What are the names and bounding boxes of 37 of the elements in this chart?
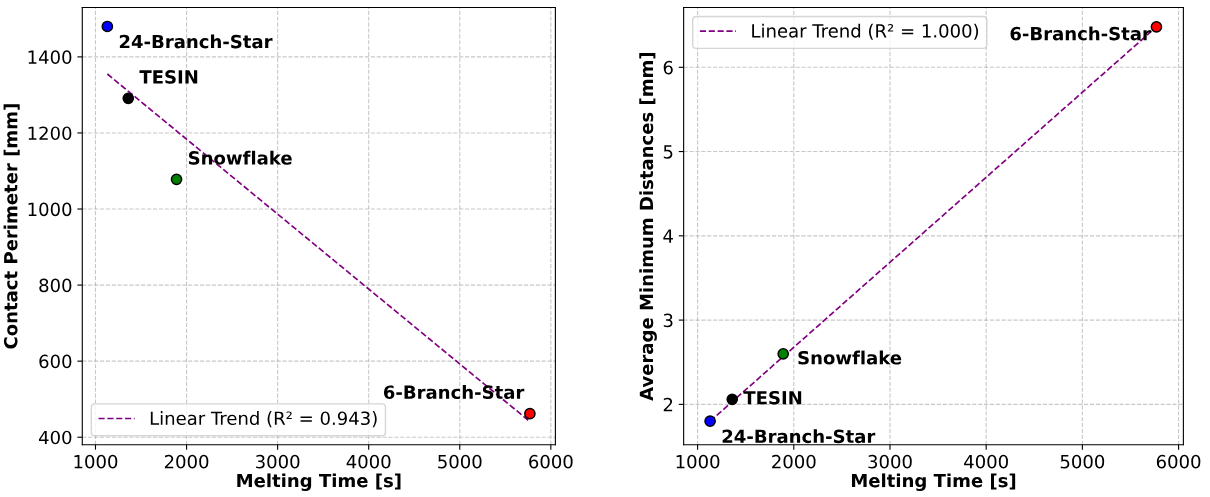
y-tick-label: 2 xyxy=(663,397,673,412)
annotation: TESIN xyxy=(139,70,198,84)
y-tick-label: 800 xyxy=(39,278,72,293)
x-tick-label: 4000 xyxy=(346,454,391,469)
y-tick-label: 600 xyxy=(39,354,72,369)
y-tick-label: 400 xyxy=(38,430,72,445)
y-tick-label: 1000 xyxy=(28,202,72,217)
y-axis-title: Average Minimum Distances [mm] xyxy=(639,52,657,401)
legend-label: Linear Trend (R² = 1.000) xyxy=(752,23,979,40)
legend-label: Linear Trend (R² = 0.943) xyxy=(150,411,377,428)
x-tick-label: 1000 xyxy=(74,454,118,469)
y-tick-label: 3 xyxy=(663,313,673,328)
x-axis-title: Melting Time [s] xyxy=(237,473,401,492)
annotation: 6-Branch-Star xyxy=(1010,26,1151,41)
x-tick-label: 5000 xyxy=(1060,454,1105,469)
x-tick-label: 3000 xyxy=(256,454,300,469)
y-tick-label: 5 xyxy=(663,145,673,159)
x-tick-label: 2000 xyxy=(772,454,816,469)
x-axis-title: Melting Time [s] xyxy=(851,473,1016,492)
annotation: 24-Branch-Star xyxy=(722,429,876,444)
x-tick-label: 5000 xyxy=(438,454,482,469)
y-tick-label: 1200 xyxy=(28,126,72,141)
x-tick-label: 4000 xyxy=(964,454,1008,469)
y-axis-title: Contact Perimeter [mm] xyxy=(3,104,20,349)
annotation: 6-Branch-Star xyxy=(383,385,525,400)
x-tick-label: 2000 xyxy=(164,454,209,469)
annotation: Snowflake xyxy=(798,350,902,365)
x-tick-label: 3000 xyxy=(868,454,912,469)
annotation: 24-Branch-Star xyxy=(119,34,273,49)
y-tick-label: 1400 xyxy=(28,50,72,65)
y-tick-label: 6 xyxy=(663,60,673,75)
x-tick-label: 6000 xyxy=(529,454,573,469)
x-tick-label: 6000 xyxy=(1156,454,1201,469)
annotation: Snowflake xyxy=(188,150,292,165)
y-tick-label: 4 xyxy=(663,229,673,243)
x-tick-label: 1000 xyxy=(676,454,720,469)
annotation: TESIN xyxy=(743,390,802,405)
